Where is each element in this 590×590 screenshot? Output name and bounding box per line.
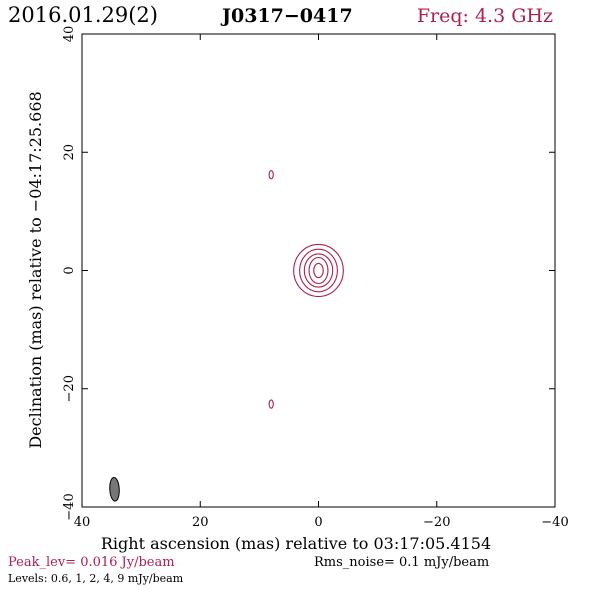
frequency-label: Freq: 4.3 GHz	[417, 5, 553, 27]
axis-ticks	[81, 33, 556, 508]
y-tick-label: −20	[62, 375, 77, 402]
y-tick-label: 20	[62, 144, 77, 161]
y-tick-label: 0	[62, 266, 77, 274]
x-tick-label: −20	[423, 515, 450, 530]
contour-line	[293, 243, 344, 298]
contour-levels: Levels: 0.6, 1, 2, 4, 9 mJy/beam	[8, 572, 184, 585]
observation-date: 2016.01.29(2)	[8, 3, 158, 27]
contour-lines	[268, 170, 344, 409]
source-name: J0317−0417	[220, 5, 353, 27]
y-tick-labels: −40 −20 0 20 40	[62, 26, 77, 521]
contour-line	[308, 256, 329, 285]
contour-line	[299, 248, 338, 293]
rms-noise: Rms_noise= 0.1 mJy/beam	[314, 555, 489, 570]
x-axis-label: Right ascension (mas) relative to 03:17:…	[101, 534, 491, 553]
beam-ellipse-group	[109, 476, 120, 502]
x-tick-label: 40	[74, 515, 91, 530]
contour-line	[303, 253, 334, 288]
y-tick-label: −40	[62, 493, 77, 520]
contour-line	[313, 262, 324, 279]
contour-line	[268, 399, 274, 409]
contour-line	[268, 170, 274, 180]
x-tick-label: 20	[192, 515, 209, 530]
x-tick-label: 0	[314, 515, 322, 530]
y-tick-label: 40	[62, 26, 77, 43]
x-tick-label: −40	[541, 515, 568, 530]
x-tick-labels: 40 20 0 −20 −40	[74, 515, 569, 530]
plot-frame	[81, 33, 556, 508]
beam-ellipse	[109, 476, 120, 502]
y-axis-label: Declination (mas) relative to −04:17:25.…	[26, 91, 45, 448]
peak-level: Peak_lev= 0.016 Jy/beam	[8, 555, 175, 570]
